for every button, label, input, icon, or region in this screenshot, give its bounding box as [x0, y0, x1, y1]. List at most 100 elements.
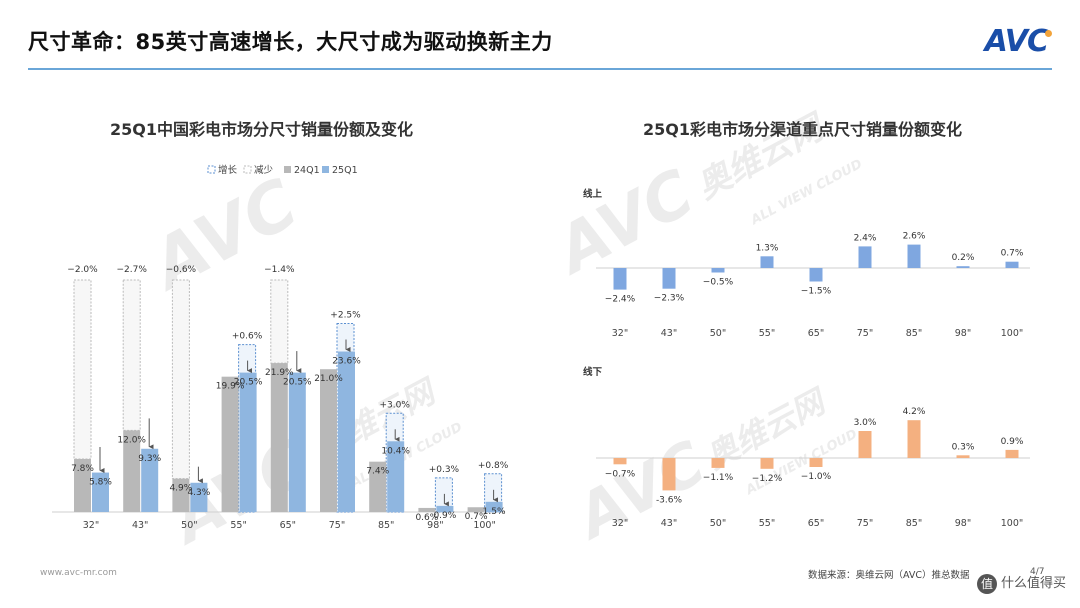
legend-swatch-1: [243, 165, 252, 174]
bar-value-label: −1.5%: [801, 287, 832, 297]
label-24q1: 7.4%: [366, 467, 389, 477]
bar-offline: [760, 458, 774, 469]
avc-logo: AVC: [985, 24, 1052, 59]
bar-value-label: 0.7%: [1001, 249, 1024, 259]
bar-24q1: [467, 507, 485, 512]
label-24q1: 0.7%: [465, 512, 488, 522]
label-25q1: 5.8%: [89, 478, 112, 488]
bar-online: [858, 246, 872, 268]
label-24q1: 12.0%: [117, 435, 146, 445]
bar-25q1: [485, 501, 503, 512]
data-source: 数据来源：奥维云网（AVC）推总数据: [808, 570, 970, 581]
label-25q1: 23.6%: [332, 357, 361, 367]
slide-title: 尺寸革命：85英寸高速增长，大尺寸成为驱动换新主力: [28, 30, 553, 54]
bar-24q1: [221, 376, 239, 512]
zdm-badge-icon: 值: [976, 573, 997, 594]
x-tick-label: 43": [132, 520, 148, 531]
bar-24q1: [320, 369, 337, 512]
bar-24q1: [418, 507, 436, 512]
bar-value-label: −0.7%: [605, 469, 636, 479]
bar-online: [809, 268, 823, 282]
bar-offline: [662, 458, 676, 491]
bar-25q1: [338, 351, 355, 512]
bar-offline: [956, 455, 970, 458]
bar-value-label: −1.2%: [752, 474, 783, 484]
label-24q1: 4.9%: [169, 484, 192, 494]
x-tick-label: 50": [710, 328, 726, 339]
change-label: +0.3%: [429, 465, 460, 475]
bar-offline: [711, 458, 725, 468]
bar-value-label: -3.6%: [656, 495, 683, 505]
label-25q1: 20.5%: [283, 378, 312, 388]
bar-24q1: [172, 478, 190, 512]
change-label: +2.5%: [330, 311, 361, 321]
label-24q1: 7.8%: [71, 464, 94, 474]
legend-label-3: 25Q1: [332, 165, 358, 176]
label-24q1: 19.9%: [216, 382, 245, 392]
change-label: −2.7%: [116, 265, 147, 275]
x-tick-label: 75": [857, 518, 873, 529]
change-bar-decline: [73, 279, 92, 460]
change-label: +0.8%: [478, 461, 509, 471]
change-label: +0.6%: [232, 332, 263, 342]
right-chart: 线上 −2.4% 32" −2.3% 43" −0.5% 50" 1.3% 55" −1.5% 65…: [583, 188, 1030, 529]
right-chart-title: 25Q1彩电市场分渠道重点尺寸销量份额变化: [643, 120, 963, 139]
x-tick-label: 50": [710, 518, 726, 529]
bar-25q1: [387, 441, 405, 512]
change-label: −1.4%: [264, 265, 295, 275]
x-tick-label: 85": [378, 520, 394, 531]
x-tick-label: 65": [808, 518, 824, 529]
title-divider: [28, 68, 1052, 70]
x-tick-label: 32": [83, 520, 99, 531]
bar-offline: [907, 420, 921, 458]
bar-online: [613, 268, 627, 290]
bar-25q1: [92, 472, 109, 512]
x-tick-label: 43": [661, 328, 677, 339]
legend-label-1: 减少: [254, 164, 274, 176]
bar-25q1: [288, 372, 306, 512]
x-tick-label: 85": [906, 518, 922, 529]
change-bar-decline: [270, 279, 289, 364]
bar-online: [760, 256, 774, 268]
bar-online: [711, 268, 725, 273]
bar-offline: [613, 458, 627, 465]
bar-24q1: [369, 461, 387, 512]
bar-value-label: 0.2%: [952, 253, 975, 263]
label-25q1: 1.5%: [483, 507, 506, 517]
x-tick-label: 50": [181, 520, 197, 531]
bar-value-label: 2.6%: [903, 232, 926, 242]
legend-label-2: 24Q1: [294, 165, 320, 176]
bar-value-label: 1.3%: [756, 243, 779, 253]
bar-value-label: 0.3%: [952, 442, 975, 452]
x-tick-label: 43": [661, 518, 677, 529]
legend-swatch-0: [207, 165, 216, 174]
bar-value-label: −2.4%: [605, 295, 636, 305]
bar-online: [956, 266, 970, 268]
panel-label: 线下: [583, 366, 603, 378]
label-25q1: 0.9%: [433, 511, 456, 521]
footer-url: www.avc-mr.com: [40, 568, 117, 578]
label-25q1: 9.3%: [138, 454, 161, 464]
x-tick-label: 65": [808, 328, 824, 339]
bar-value-label: −2.3%: [654, 294, 685, 304]
x-tick-label: 75": [329, 520, 345, 531]
change-bar-decline: [122, 279, 141, 431]
zdm-watermark: 值什么值得买: [976, 572, 1066, 594]
bar-value-label: −1.1%: [703, 473, 734, 483]
change-label: −0.6%: [166, 265, 197, 275]
left-chart-title: 25Q1中国彩电市场分尺寸销量份额及变化: [110, 120, 414, 139]
legend-swatch-2: [284, 166, 291, 173]
x-tick-label: 100": [1001, 328, 1024, 339]
bar-25q1: [190, 482, 208, 512]
bar-offline: [809, 458, 823, 467]
label-24q1: 21.0%: [314, 374, 343, 384]
x-tick-label: 55": [759, 518, 775, 529]
x-tick-label: 98": [955, 328, 971, 339]
x-tick-label: 98": [955, 518, 971, 529]
legend-label-0: 增长: [218, 164, 238, 176]
x-tick-label: 100": [1001, 518, 1024, 529]
bar-online: [662, 268, 676, 289]
label-25q1: 20.5%: [234, 378, 263, 388]
panel-label: 线上: [583, 188, 603, 200]
bar-value-label: 3.0%: [854, 418, 877, 428]
